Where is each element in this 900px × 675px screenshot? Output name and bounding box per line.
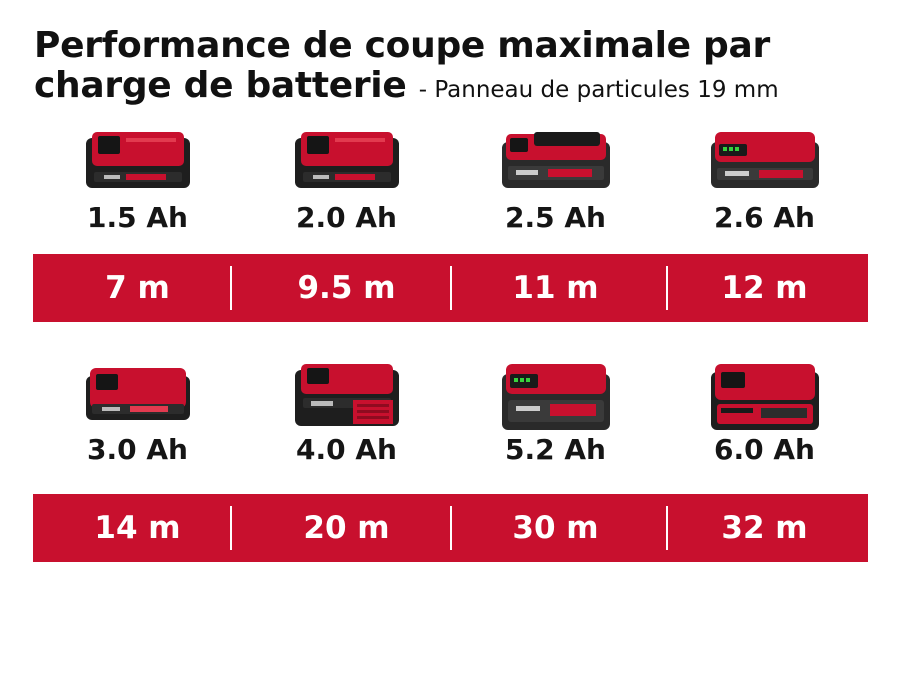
battery-capacity: 2.5 Ah (505, 201, 606, 234)
title-line-2: charge de batterie (34, 65, 407, 106)
battery-cell-2-5ah: 2.5 Ah (451, 128, 660, 248)
battery-icon (294, 132, 399, 188)
runtime-value: 14 m (94, 510, 181, 546)
runtime-value: 9.5 m (297, 270, 396, 306)
battery-icon (710, 132, 819, 188)
battery-icon (501, 364, 610, 430)
battery-capacity: 3.0 Ah (87, 433, 188, 466)
battery-capacity: 1.5 Ah (87, 201, 188, 234)
battery-cell-3-0ah: 3.0 Ah (33, 360, 242, 480)
page-title: Performance de coupe maximale par charge… (34, 26, 874, 110)
runtime-bar-row-1: 7 m 9.5 m 11 m 12 m (33, 254, 868, 322)
divider (230, 506, 232, 550)
battery-cell-4-0ah: 4.0 Ah (242, 360, 451, 480)
runtime-value: 7 m (105, 270, 170, 306)
title-line-1: Performance de coupe maximale par (34, 25, 770, 66)
battery-capacity: 4.0 Ah (296, 433, 397, 466)
divider (666, 266, 668, 310)
battery-icon (710, 364, 819, 430)
battery-icon (85, 132, 190, 188)
battery-icon (85, 368, 190, 420)
battery-cell-2-6ah: 2.6 Ah (660, 128, 869, 248)
divider (450, 506, 452, 550)
divider (450, 266, 452, 310)
battery-capacity: 2.0 Ah (296, 201, 397, 234)
runtime-value: 20 m (303, 510, 390, 546)
battery-cell-2-0ah: 2.0 Ah (242, 128, 451, 248)
subtitle: - Panneau de particules 19 mm (418, 77, 779, 103)
battery-cell-1-5ah: 1.5 Ah (33, 128, 242, 248)
runtime-value: 12 m (721, 270, 808, 306)
divider (666, 506, 668, 550)
battery-capacity: 6.0 Ah (714, 433, 815, 466)
runtime-value: 11 m (512, 270, 599, 306)
runtime-bar-row-2: 14 m 20 m 30 m 32 m (33, 494, 868, 562)
battery-row-2: 3.0 Ah 4.0 Ah (33, 360, 869, 562)
battery-cell-6-0ah: 6.0 Ah (660, 360, 869, 480)
runtime-value: 30 m (512, 510, 599, 546)
battery-capacity: 2.6 Ah (714, 201, 815, 234)
battery-icon (501, 132, 610, 188)
battery-row-1: 1.5 Ah 2.0 Ah (33, 128, 869, 322)
battery-icon (294, 364, 399, 426)
battery-cell-5-2ah: 5.2 Ah (451, 360, 660, 480)
runtime-value: 32 m (721, 510, 808, 546)
battery-capacity: 5.2 Ah (505, 433, 606, 466)
divider (230, 266, 232, 310)
